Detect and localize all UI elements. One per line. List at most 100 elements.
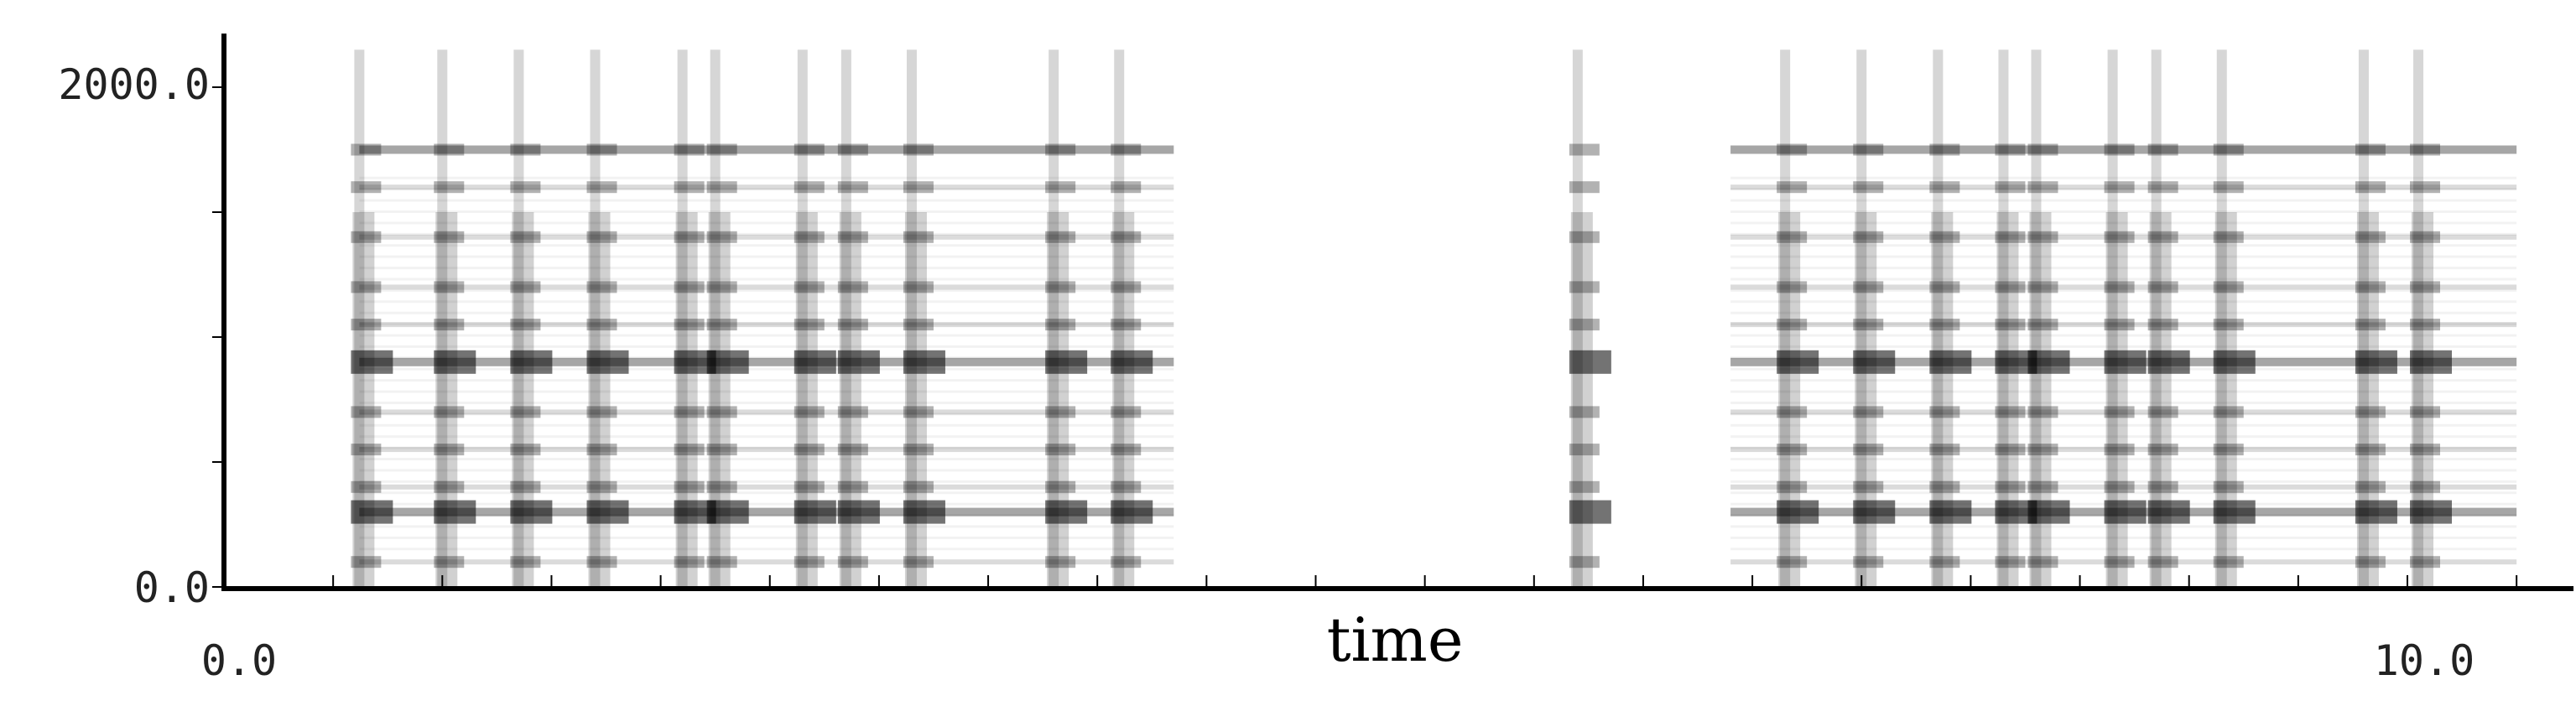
onset-partial: [1995, 281, 2025, 293]
onset-partial: [794, 281, 825, 293]
onset-partial: [434, 501, 476, 524]
onset-partial: [2214, 481, 2244, 493]
onset-partial: [707, 281, 737, 293]
texture-line: [1730, 177, 2516, 179]
onset-partial: [1569, 181, 1600, 193]
onset-partial: [1569, 444, 1600, 455]
onset-body: [709, 212, 731, 587]
onset-body: [589, 212, 611, 587]
onset-body: [2029, 212, 2051, 587]
onset-partial: [2355, 556, 2386, 568]
onset-partial: [1853, 444, 1883, 455]
onset-partial: [1777, 231, 1807, 243]
onset-partial: [434, 181, 464, 193]
onset-partial: [2105, 406, 2135, 418]
onset-partial: [2214, 444, 2244, 455]
onset-partial: [1569, 350, 1611, 374]
onset-partial: [351, 501, 393, 524]
onset-body: [1571, 212, 1593, 587]
onset-partial: [510, 281, 540, 293]
onset-partial: [1853, 319, 1883, 330]
onset-partial: [434, 350, 476, 374]
onset-partial: [2148, 481, 2178, 493]
onset-partial: [838, 481, 868, 493]
onset-partial: [434, 231, 464, 243]
onset-partial: [2410, 501, 2452, 524]
onset-partial: [2355, 406, 2386, 418]
onset-body: [1996, 212, 2018, 587]
onset-body: [905, 212, 927, 587]
onset-partial: [2410, 231, 2440, 243]
onset-body: [2357, 212, 2379, 587]
onset-partial: [707, 350, 749, 374]
onset-partial: [434, 281, 464, 293]
onset-partial: [794, 319, 825, 330]
onset-partial: [2214, 350, 2256, 374]
onset-partial: [1569, 319, 1600, 330]
onset-body: [2412, 212, 2433, 587]
onset-partial: [2148, 444, 2178, 455]
onset-partial: [2355, 319, 2386, 330]
onset-partial: [707, 144, 737, 156]
onset-partial: [2105, 181, 2135, 193]
onset-partial: [2214, 406, 2244, 418]
onset-partial: [2148, 501, 2190, 524]
onset-partial: [1045, 181, 1075, 193]
onset-partial: [1853, 281, 1883, 293]
texture-line: [1730, 200, 2516, 202]
onset-partial: [1995, 181, 2025, 193]
onset-partial: [1045, 556, 1075, 568]
onset-partial: [2148, 181, 2178, 193]
onset-partial: [1045, 350, 1087, 374]
onset-partial: [2105, 501, 2147, 524]
onset-partial: [2027, 144, 2058, 156]
onset-partial: [903, 281, 934, 293]
onset-partial: [1569, 406, 1600, 418]
onset-partial: [1853, 406, 1883, 418]
onset-partial: [510, 181, 540, 193]
onset-partial: [903, 144, 934, 156]
onset-partial: [434, 319, 464, 330]
onset-partial: [903, 231, 934, 243]
onset-partial: [2214, 281, 2244, 293]
onset-partial: [1111, 350, 1153, 374]
onset-partial: [351, 144, 381, 156]
onset-body: [1855, 212, 1876, 587]
onset-partial: [707, 556, 737, 568]
onset-partial: [674, 181, 705, 193]
onset-partial: [587, 181, 617, 193]
onset-partial: [674, 444, 705, 455]
onset-partial: [1111, 181, 1141, 193]
onset-partial: [1929, 444, 1959, 455]
onset-partial: [1569, 231, 1600, 243]
onset-partial: [510, 481, 540, 493]
onset-partial: [434, 144, 464, 156]
onset-partial: [1569, 144, 1600, 156]
onset-body: [1931, 212, 1953, 587]
onset-partial: [2355, 181, 2386, 193]
onset-partial: [2027, 481, 2058, 493]
onset-partial: [794, 181, 825, 193]
onset-partial: [2027, 319, 2058, 330]
onset-partial: [2148, 406, 2178, 418]
onset-partial: [1929, 281, 1959, 293]
onset-body: [2150, 212, 2172, 587]
onset-partial: [1853, 144, 1883, 156]
onset-partial: [838, 556, 868, 568]
onset-partial: [2027, 501, 2069, 524]
onset-body: [1112, 212, 1134, 587]
onset-partial: [707, 181, 737, 193]
onset-partial: [587, 444, 617, 455]
onset-partial: [1777, 501, 1819, 524]
onset-partial: [2027, 281, 2058, 293]
onset-partial: [794, 406, 825, 418]
onset-partial: [351, 181, 381, 193]
onset-partial: [903, 406, 934, 418]
onset-partial: [2214, 181, 2244, 193]
y-tick-label-top: 2000.0: [58, 60, 210, 109]
onset-partial: [434, 406, 464, 418]
onset-partial: [674, 231, 705, 243]
onset-partial: [2355, 350, 2397, 374]
onset-partial: [1853, 501, 1895, 524]
